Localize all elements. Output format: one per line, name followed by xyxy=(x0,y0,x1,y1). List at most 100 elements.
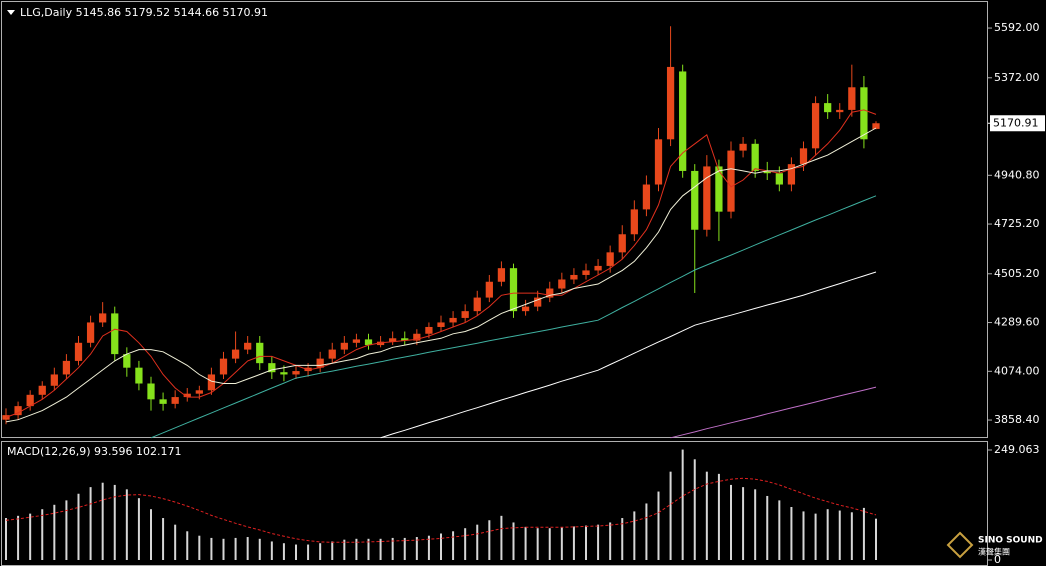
macd-bar xyxy=(464,528,467,560)
macd-signal-line xyxy=(5,477,877,543)
candle-body xyxy=(449,317,457,323)
macd-bar xyxy=(5,518,7,560)
y-tick-label: 4289.60 xyxy=(994,316,1040,329)
macd-bar xyxy=(415,537,418,560)
macd-bar xyxy=(41,509,44,560)
candle-body xyxy=(534,297,542,307)
macd-bar xyxy=(609,522,612,560)
macd-bar xyxy=(814,513,817,560)
macd-bar xyxy=(307,544,310,560)
macd-bar xyxy=(319,543,322,560)
candle-body xyxy=(727,150,735,212)
y-tick-label: 3858.40 xyxy=(994,413,1040,426)
logo-icon xyxy=(946,531,974,559)
candle-body xyxy=(763,170,771,174)
candle-body xyxy=(99,313,107,323)
candle-body xyxy=(401,338,409,341)
macd-bar xyxy=(585,525,587,560)
candle-body xyxy=(340,342,348,350)
candle-body xyxy=(594,265,602,271)
macd-bar xyxy=(488,520,491,560)
moving-average-line xyxy=(380,271,877,439)
price-panel-frame xyxy=(1,1,988,438)
macd-bar xyxy=(17,515,20,560)
y-tick-label: 5592.00 xyxy=(994,21,1040,34)
brand-text: SINO SOUND xyxy=(978,536,1043,546)
macd-bar xyxy=(730,484,732,560)
candle-body xyxy=(425,326,433,334)
candle-body xyxy=(630,209,638,235)
macd-bar xyxy=(802,511,805,560)
moving-average-line xyxy=(670,386,877,439)
candle-body xyxy=(775,173,783,185)
candle-body xyxy=(521,306,530,312)
candle-body xyxy=(546,288,554,298)
candle-body xyxy=(183,393,191,398)
y-tick-label: 5372.00 xyxy=(994,71,1040,84)
candle-body xyxy=(14,406,22,416)
moving-average-line xyxy=(5,109,877,418)
menu-arrow[interactable] xyxy=(7,10,15,15)
candle-body xyxy=(195,390,203,394)
candle-body xyxy=(860,87,868,140)
candle-body xyxy=(135,367,143,384)
macd-bar xyxy=(270,541,273,560)
macd-bar xyxy=(778,500,781,560)
macd-bar xyxy=(862,507,865,560)
macd-bar xyxy=(572,526,575,560)
candle-body xyxy=(473,297,481,312)
candle-body xyxy=(26,394,34,407)
candle-body xyxy=(739,143,747,151)
y-tick-label: 249.063 xyxy=(994,443,1040,456)
macd-bar xyxy=(476,524,479,560)
candle-body xyxy=(642,184,651,210)
moving-average-line xyxy=(150,195,877,439)
candle-body xyxy=(2,415,10,420)
y-tick-label: 4074.00 xyxy=(994,364,1040,377)
candle-body xyxy=(437,322,445,327)
macd-bar xyxy=(282,543,285,560)
candle-body xyxy=(582,270,590,275)
macd-bar xyxy=(717,473,720,560)
candle-body xyxy=(244,342,252,350)
macd-bar xyxy=(198,535,201,560)
candle-body xyxy=(824,103,832,113)
candle-body xyxy=(679,71,687,171)
macd-bar xyxy=(234,537,237,560)
candle-body xyxy=(207,374,216,391)
candle-body xyxy=(872,123,880,129)
candle-body xyxy=(606,252,614,266)
macd-bar xyxy=(210,537,213,560)
macd-bar xyxy=(162,518,165,560)
macd-bar xyxy=(391,537,394,560)
candle-body xyxy=(328,349,336,359)
macd-bar xyxy=(125,489,128,560)
macd-bar xyxy=(174,524,177,560)
candle-body xyxy=(666,66,675,140)
macd-bar xyxy=(705,471,708,560)
candle-body xyxy=(485,281,493,298)
macd-bar xyxy=(89,487,92,560)
macd-bar xyxy=(875,518,877,560)
macd-title: MACD(12,26,9) 93.596 102.171 xyxy=(7,445,182,458)
macd-bar xyxy=(754,489,757,560)
macd-bar xyxy=(500,515,503,560)
macd-bar xyxy=(222,538,225,560)
macd-bar xyxy=(367,538,370,560)
candle-body xyxy=(352,339,361,343)
chart-title: LLG,Daily 5145.86 5179.52 5144.66 5170.9… xyxy=(20,6,268,19)
candle-body xyxy=(219,358,228,375)
last-price-label: 5170.91 xyxy=(993,116,1039,129)
macd-bar xyxy=(295,544,297,560)
candles xyxy=(2,26,880,425)
macd-bar xyxy=(440,533,442,560)
candle-body xyxy=(268,363,276,373)
macd-bar xyxy=(850,512,853,560)
candle-body xyxy=(111,313,119,355)
macd-bar xyxy=(597,524,600,560)
candle-body xyxy=(292,371,300,375)
macd-bar xyxy=(427,535,430,560)
candle-body xyxy=(811,103,820,149)
